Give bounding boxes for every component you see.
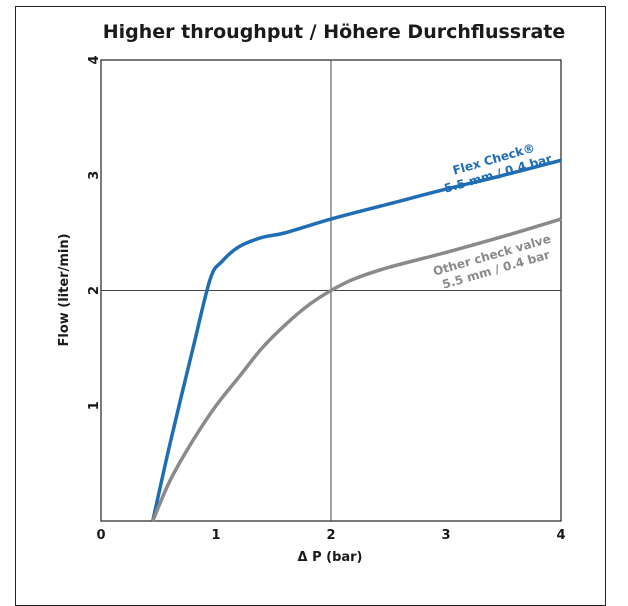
flex-check-annotation: Flex Check® 5.5 mm / 0.4 bar (443, 141, 554, 196)
y-tick-label: 1 (87, 401, 102, 410)
flow-chart: Higher throughput / Höhere Durchflussrat… (57, 21, 566, 565)
x-axis-label: Δ P (bar) (297, 550, 362, 565)
flex-check-series-line (151, 158, 562, 522)
x-tick-label: 2 (326, 528, 335, 543)
chart-title: Higher throughput / Höhere Durchflussrat… (103, 21, 566, 43)
x-tick-label: 4 (556, 528, 565, 543)
series-lines (151, 158, 562, 522)
other-valve-series-line (151, 217, 562, 522)
y-tick-label: 3 (87, 171, 102, 180)
x-tick-label: 0 (96, 528, 105, 543)
y-tick-labels: 1 2 3 4 (87, 55, 102, 410)
chart-frame (15, 6, 606, 606)
x-tick-labels: 0 1 2 3 4 (96, 528, 565, 543)
y-axis-label: Flow (liter/min) (57, 233, 72, 346)
x-tick-label: 3 (441, 528, 450, 543)
y-tick-label: 2 (87, 286, 102, 295)
x-tick-label: 1 (211, 528, 220, 543)
y-tick-label: 4 (87, 55, 102, 64)
